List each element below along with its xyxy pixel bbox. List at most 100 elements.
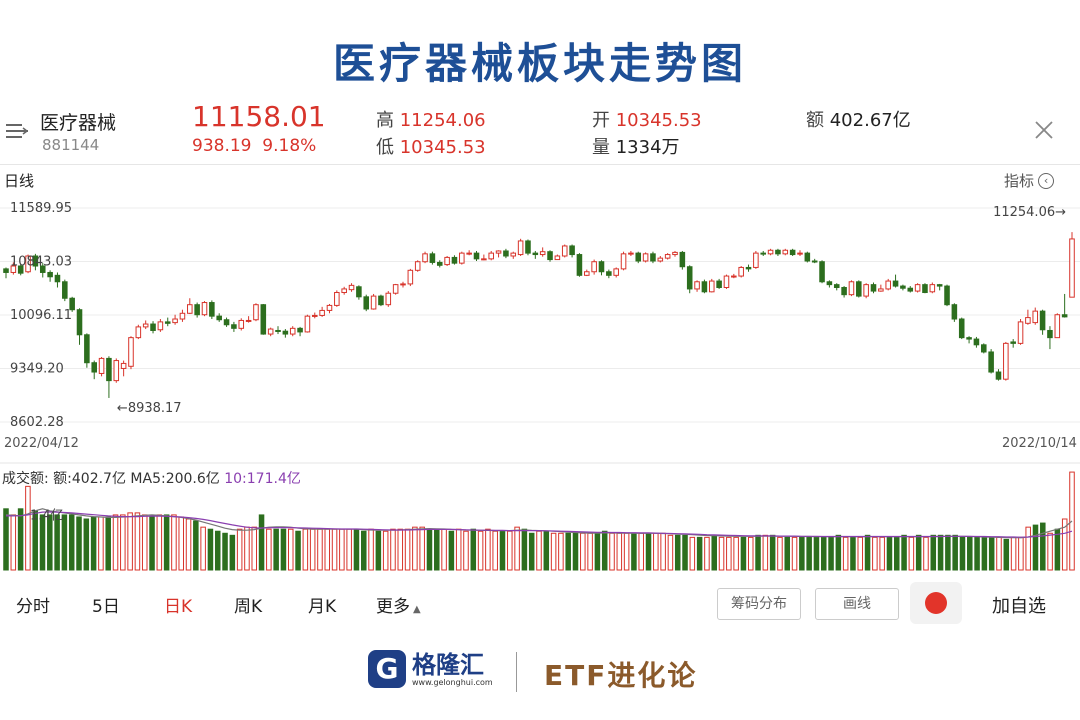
candlestick-chart[interactable]: 11589.95 10843.03 10096.11 9349.20 8602.28 ←8… bbox=[0, 190, 1080, 434]
volume-bar bbox=[3, 508, 9, 571]
volume-bar bbox=[477, 530, 484, 571]
volume-bar bbox=[346, 528, 352, 571]
tab-5day[interactable]: 5日 bbox=[92, 597, 120, 617]
candle-body bbox=[363, 296, 370, 310]
volume-bar bbox=[733, 536, 739, 571]
candle-body bbox=[260, 304, 267, 335]
tab-intraday[interactable]: 分时 bbox=[16, 597, 50, 617]
volume-bar bbox=[112, 514, 119, 571]
logo-mark-icon: G bbox=[368, 650, 406, 688]
volume-bar bbox=[543, 530, 550, 571]
candle-body bbox=[539, 251, 546, 256]
candle-body bbox=[892, 280, 899, 287]
candle-body bbox=[900, 285, 906, 289]
candle-body bbox=[473, 252, 480, 260]
candle-body bbox=[811, 260, 818, 263]
candle-body bbox=[797, 252, 803, 255]
candle-body bbox=[554, 255, 561, 261]
volume-bar bbox=[426, 528, 433, 571]
volume-bar bbox=[777, 536, 783, 571]
candle-body bbox=[606, 271, 612, 276]
candle-body bbox=[907, 287, 914, 292]
candle-body bbox=[510, 252, 517, 257]
tab-weekly-k[interactable]: 周K bbox=[234, 597, 263, 617]
logo-name: 格隆汇 bbox=[412, 650, 484, 679]
volume-bar bbox=[762, 534, 769, 571]
candle-body bbox=[62, 281, 68, 299]
volume-bar bbox=[390, 528, 396, 571]
candle-body bbox=[17, 265, 24, 274]
record-button[interactable] bbox=[910, 582, 962, 624]
menu-icon[interactable] bbox=[6, 122, 28, 140]
volume-bar bbox=[565, 532, 571, 571]
low-label: 低 bbox=[376, 137, 394, 158]
draw-line-button[interactable]: 画线 bbox=[815, 588, 899, 620]
volume-bar bbox=[287, 528, 294, 571]
candle-body bbox=[495, 250, 502, 254]
candle-body bbox=[1047, 329, 1053, 339]
volume-chart[interactable]: 1.4亿 bbox=[0, 462, 1080, 574]
candle-body bbox=[885, 280, 891, 290]
candle-body bbox=[848, 281, 855, 296]
candle-body bbox=[598, 261, 605, 273]
open-value: 10345.53 bbox=[615, 110, 702, 131]
stock-name: 医疗器械 bbox=[40, 112, 117, 134]
tab-daily-k[interactable]: 日K bbox=[164, 597, 193, 617]
candle-body bbox=[1025, 317, 1031, 324]
volume-bar bbox=[149, 516, 155, 571]
open-value-row: 开 10345.53 bbox=[592, 106, 702, 132]
candle-body bbox=[561, 245, 568, 257]
footer-brand: ETF进化论 bbox=[544, 659, 698, 692]
candle-body bbox=[767, 249, 774, 255]
candle-body bbox=[378, 295, 384, 306]
more-label: 更多 bbox=[376, 597, 410, 617]
volume-bar bbox=[244, 526, 250, 571]
volume-bar bbox=[769, 534, 776, 571]
volume-bar bbox=[90, 516, 97, 571]
indicator-button[interactable]: 指标 ‹ bbox=[1004, 170, 1055, 191]
candle-body bbox=[929, 284, 936, 293]
volume-bar bbox=[740, 536, 747, 571]
candle-body bbox=[194, 304, 200, 316]
candle-body bbox=[76, 309, 83, 336]
add-favorite-button[interactable]: 加自选 bbox=[992, 596, 1046, 617]
candle-body bbox=[238, 319, 245, 329]
candle-body bbox=[135, 326, 142, 339]
volume-amount: 额:402.7亿 bbox=[53, 471, 126, 487]
candle-body bbox=[738, 266, 744, 277]
candle-body bbox=[723, 275, 730, 289]
candle-body bbox=[459, 252, 465, 264]
candle-body bbox=[356, 286, 362, 298]
volume-bar bbox=[558, 532, 564, 571]
volume-bar bbox=[996, 536, 1002, 571]
volume-bar bbox=[1025, 526, 1031, 571]
volume-bar bbox=[273, 528, 279, 571]
footer-divider bbox=[516, 652, 517, 692]
candle-body bbox=[429, 253, 436, 263]
volume-bar bbox=[120, 514, 126, 571]
y-tick-label: 10096.11 bbox=[10, 308, 72, 323]
volume-bar bbox=[645, 532, 652, 571]
candle-body bbox=[1054, 314, 1061, 339]
candle-body bbox=[819, 261, 825, 283]
volume-bar bbox=[674, 534, 681, 571]
more-menu[interactable]: 更多 ▲ bbox=[376, 592, 421, 617]
candle-body bbox=[348, 284, 355, 291]
candle-body bbox=[120, 362, 127, 369]
volume-bar bbox=[580, 532, 586, 571]
volume-ma5: MA5:200.6亿 bbox=[130, 471, 220, 487]
max-price-annotation: 11254.06→ bbox=[993, 205, 1066, 220]
tab-monthly-k[interactable]: 月K bbox=[308, 597, 337, 617]
volume-bar bbox=[937, 534, 944, 571]
chip-distribution-button[interactable]: 筹码分布 bbox=[717, 588, 801, 620]
candle-body bbox=[187, 304, 193, 314]
candle-body bbox=[1003, 342, 1009, 380]
candle-body bbox=[841, 287, 847, 296]
candle-body bbox=[973, 338, 980, 346]
volume-bar bbox=[236, 528, 243, 571]
volume-bar bbox=[266, 528, 272, 571]
volume-ma10: 10:171.4亿 bbox=[224, 471, 301, 487]
volume-bar bbox=[368, 528, 374, 571]
close-icon[interactable] bbox=[1032, 118, 1056, 142]
volume-bar bbox=[886, 536, 893, 571]
